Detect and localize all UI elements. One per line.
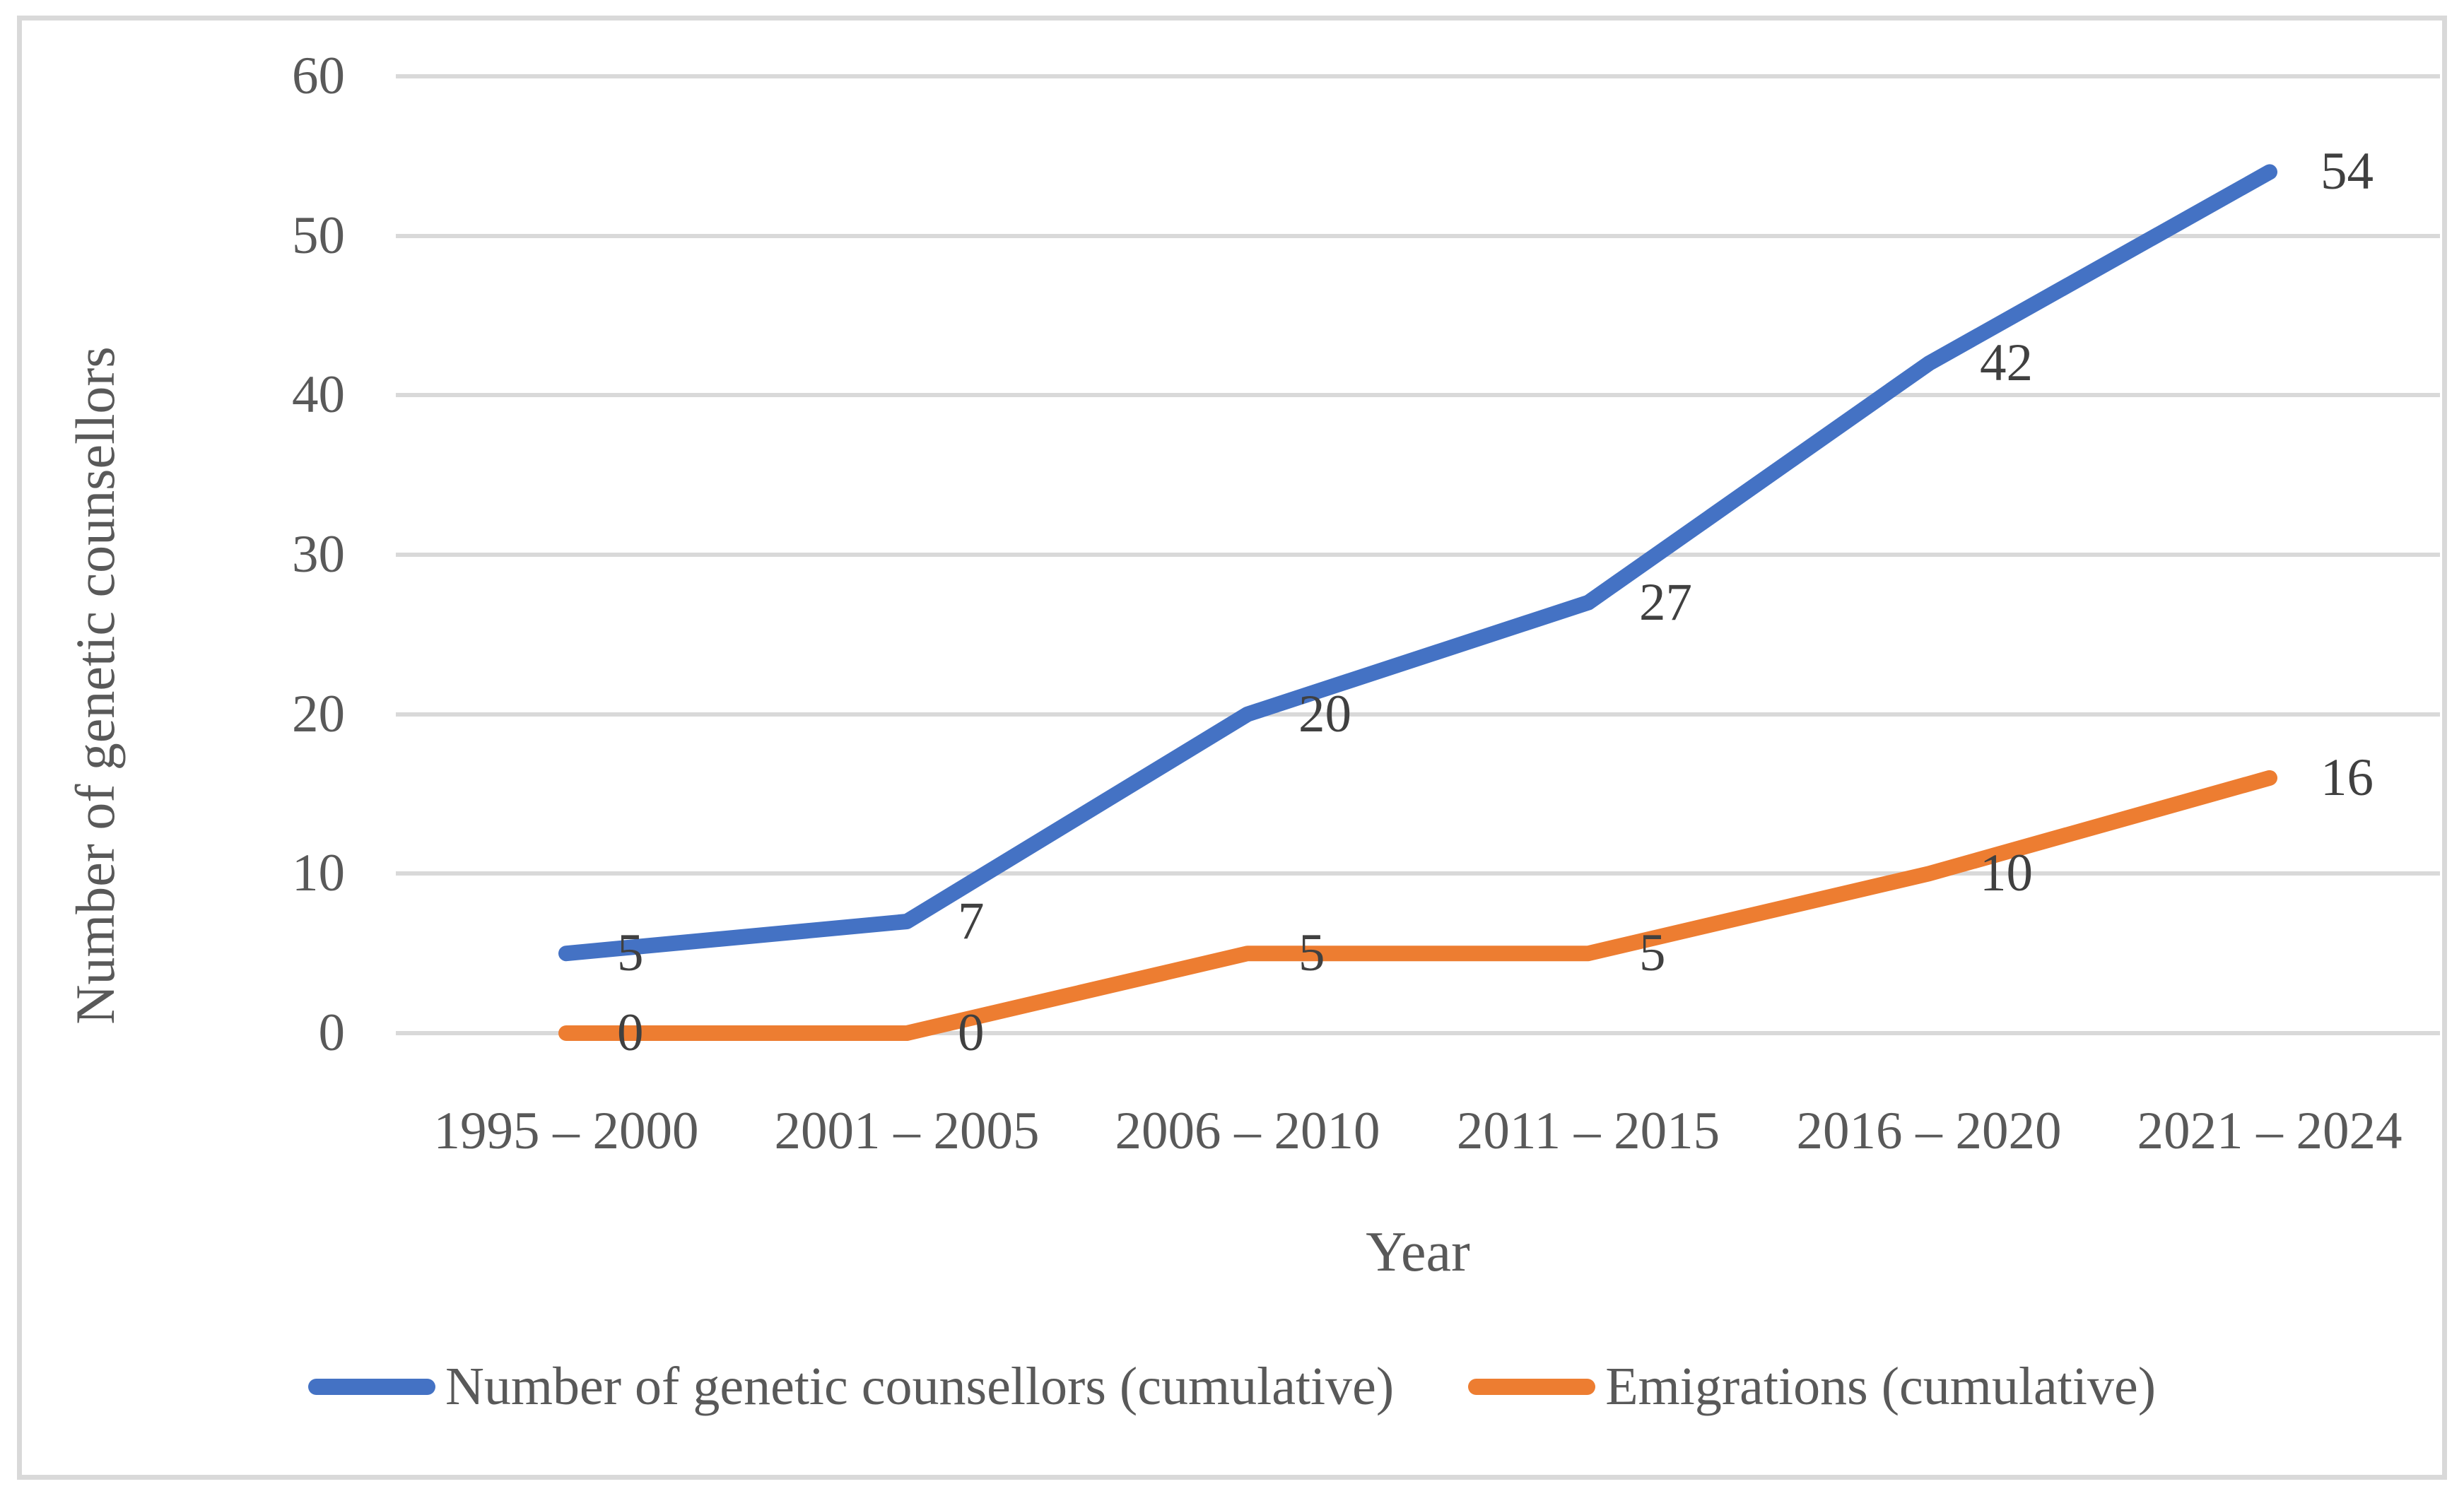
y-tick-label: 0 bbox=[318, 1003, 346, 1062]
data-label: 7 bbox=[958, 892, 985, 951]
data-label: 5 bbox=[1639, 924, 1666, 983]
gridline bbox=[396, 393, 2440, 398]
x-tick-label: 2006 – 2010 bbox=[1115, 1102, 1380, 1160]
gridline bbox=[396, 871, 2440, 876]
legend-label: Number of genetic counsellors (cumulativ… bbox=[445, 1357, 1395, 1416]
y-tick-label: 60 bbox=[292, 47, 345, 105]
data-label: 0 bbox=[617, 1003, 644, 1062]
gridline bbox=[396, 553, 2440, 557]
x-tick-label: 2016 – 2020 bbox=[1796, 1102, 2062, 1160]
gridline bbox=[396, 74, 2440, 78]
y-tick-label: 50 bbox=[292, 206, 345, 265]
legend: Number of genetic counsellors (cumulativ… bbox=[0, 1351, 2464, 1422]
chart-outer-border bbox=[17, 16, 2447, 1480]
legend-item: Emigrations (cumulative) bbox=[1468, 1351, 2156, 1422]
legend-swatch-icon bbox=[1468, 1378, 1596, 1395]
data-label: 54 bbox=[2321, 142, 2374, 201]
data-label: 0 bbox=[958, 1003, 985, 1062]
line-series-layer bbox=[558, 164, 2277, 1041]
y-tick-label: 40 bbox=[292, 365, 345, 425]
series-line bbox=[558, 770, 2277, 1041]
gridline bbox=[396, 233, 2440, 238]
data-label: 5 bbox=[617, 924, 644, 983]
y-tick-label: 20 bbox=[292, 684, 345, 743]
y-axis-title: Number of genetic counsellors bbox=[64, 346, 126, 1025]
data-label: 42 bbox=[1980, 334, 2033, 393]
y-tick-label: 30 bbox=[292, 525, 345, 584]
data-label: 27 bbox=[1639, 572, 1692, 632]
legend-swatch-icon bbox=[308, 1378, 435, 1395]
x-tick-label: 2021 – 2024 bbox=[2137, 1102, 2403, 1160]
data-label: 16 bbox=[2321, 748, 2374, 807]
gridline bbox=[396, 1031, 2440, 1035]
data-label: 20 bbox=[1298, 684, 1351, 743]
legend-item: Number of genetic counsellors (cumulativ… bbox=[308, 1351, 1394, 1422]
x-axis-title: Year bbox=[1366, 1221, 1470, 1283]
x-tick-label: 1995 – 2000 bbox=[433, 1102, 699, 1160]
data-label: 5 bbox=[1298, 924, 1325, 983]
y-tick-label: 10 bbox=[292, 844, 345, 903]
series-line bbox=[558, 164, 2277, 962]
plot-area bbox=[396, 74, 2440, 1035]
data-label: 10 bbox=[1980, 844, 2033, 903]
gridline bbox=[396, 712, 2440, 717]
x-tick-label: 2011 – 2015 bbox=[1456, 1102, 1720, 1160]
x-tick-label: 2001 – 2005 bbox=[774, 1102, 1040, 1160]
legend-label: Emigrations (cumulative) bbox=[1605, 1357, 2156, 1416]
